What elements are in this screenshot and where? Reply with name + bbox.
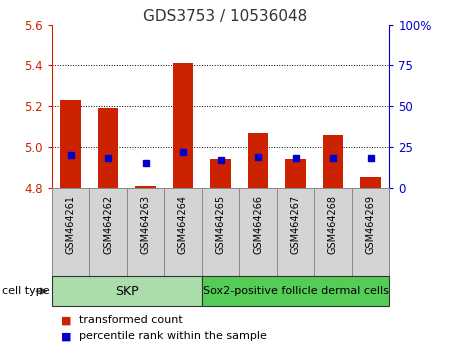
Bar [285, 159, 306, 188]
Bar [323, 135, 343, 188]
Text: GSM464263: GSM464263 [140, 195, 150, 254]
Text: transformed count: transformed count [79, 315, 183, 325]
Text: GSM464269: GSM464269 [365, 195, 375, 254]
Bar [210, 159, 231, 188]
Bar [52, 276, 202, 306]
Bar [60, 100, 81, 188]
Text: GSM464266: GSM464266 [253, 195, 263, 254]
Bar [98, 108, 118, 188]
Text: ■: ■ [61, 331, 71, 341]
Text: GSM464267: GSM464267 [291, 195, 301, 254]
Text: GDS3753 / 10536048: GDS3753 / 10536048 [143, 9, 307, 24]
Text: Sox2-positive follicle dermal cells: Sox2-positive follicle dermal cells [202, 286, 388, 296]
Text: GSM464262: GSM464262 [103, 195, 113, 254]
Text: GSM464268: GSM464268 [328, 195, 338, 254]
Text: cell type: cell type [2, 286, 50, 296]
Text: GSM464265: GSM464265 [216, 195, 225, 254]
Text: GSM464261: GSM464261 [66, 195, 76, 254]
Bar [202, 276, 389, 306]
Text: SKP: SKP [115, 285, 139, 298]
Text: GSM464264: GSM464264 [178, 195, 188, 254]
Bar [135, 185, 156, 188]
Text: ■: ■ [61, 315, 71, 325]
Text: percentile rank within the sample: percentile rank within the sample [79, 331, 266, 341]
Bar [360, 177, 381, 188]
Bar [173, 63, 194, 188]
Bar [248, 133, 268, 188]
